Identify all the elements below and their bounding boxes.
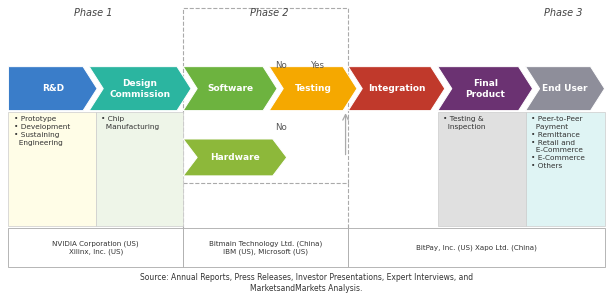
Polygon shape bbox=[525, 67, 604, 110]
Text: Integration: Integration bbox=[368, 84, 425, 93]
Text: BitPay, Inc. (US) Xapo Ltd. (China): BitPay, Inc. (US) Xapo Ltd. (China) bbox=[416, 244, 537, 251]
Text: Hardware: Hardware bbox=[210, 153, 260, 162]
Text: No: No bbox=[276, 123, 287, 132]
Text: Design
Commission: Design Commission bbox=[110, 79, 170, 99]
Text: No: No bbox=[276, 61, 287, 70]
Polygon shape bbox=[183, 67, 277, 110]
Polygon shape bbox=[183, 139, 287, 176]
Text: Phase 3: Phase 3 bbox=[544, 9, 582, 18]
Bar bbox=[438, 112, 525, 225]
Bar bbox=[183, 9, 348, 183]
Text: • Testing &
  Inspection: • Testing & Inspection bbox=[443, 116, 485, 130]
Text: • Chip
  Manufacturing: • Chip Manufacturing bbox=[102, 116, 159, 130]
Polygon shape bbox=[348, 67, 445, 110]
Bar bbox=[348, 228, 604, 267]
Bar bbox=[525, 112, 604, 225]
Bar bbox=[183, 228, 348, 267]
Bar bbox=[96, 112, 183, 225]
Text: Source: Annual Reports, Press Releases, Investor Presentations, Expert Interview: Source: Annual Reports, Press Releases, … bbox=[140, 273, 473, 293]
Text: • Prototype
• Development
• Sustaining
  Engineering: • Prototype • Development • Sustaining E… bbox=[13, 116, 70, 146]
Text: Bitmain Technology Ltd. (China)
IBM (US), Microsoft (US): Bitmain Technology Ltd. (China) IBM (US)… bbox=[209, 240, 322, 255]
Text: End User: End User bbox=[543, 84, 588, 93]
Bar bbox=[9, 228, 183, 267]
Text: • Peer-to-Peer
  Payment
• Remittance
• Retail and
  E-Commerce
• E-Commerce
• O: • Peer-to-Peer Payment • Remittance • Re… bbox=[531, 116, 585, 169]
Polygon shape bbox=[9, 67, 97, 110]
Polygon shape bbox=[269, 67, 357, 110]
Polygon shape bbox=[438, 67, 533, 110]
Text: Testing: Testing bbox=[295, 84, 332, 93]
Text: Phase 2: Phase 2 bbox=[250, 9, 289, 18]
Text: Software: Software bbox=[207, 84, 253, 93]
Text: Yes: Yes bbox=[311, 61, 326, 70]
Text: Phase 1: Phase 1 bbox=[74, 9, 113, 18]
Text: NVIDIA Corporation (US)
Xilinx, Inc. (US): NVIDIA Corporation (US) Xilinx, Inc. (US… bbox=[53, 240, 139, 255]
Bar bbox=[9, 112, 96, 225]
Text: R&D: R&D bbox=[42, 84, 64, 93]
Polygon shape bbox=[89, 67, 191, 110]
Text: Final
Product: Final Product bbox=[465, 79, 505, 99]
